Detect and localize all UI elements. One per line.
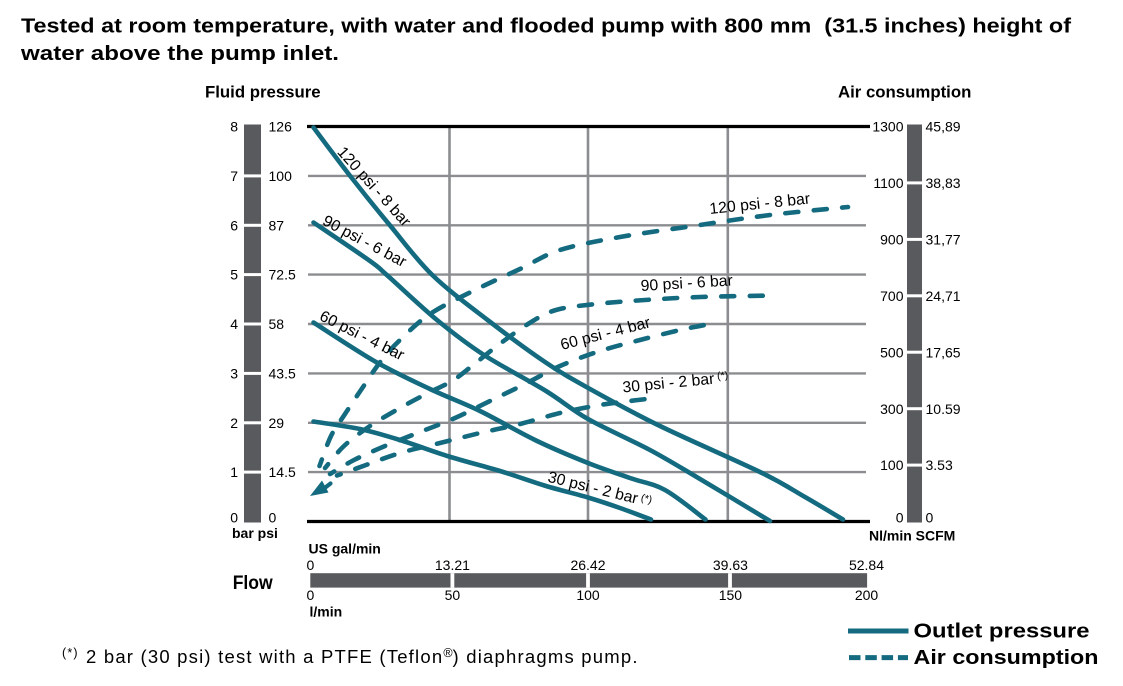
svg-text:0: 0 [896, 510, 904, 526]
svg-text:500: 500 [880, 344, 904, 360]
svg-text:45,89: 45,89 [926, 119, 961, 135]
svg-text:bar psi: bar psi [232, 525, 278, 541]
svg-text:3: 3 [230, 366, 238, 382]
svg-text:6: 6 [230, 217, 238, 233]
svg-text:900: 900 [880, 232, 904, 248]
svg-text:3.53: 3.53 [926, 457, 953, 473]
svg-text:10.59: 10.59 [926, 401, 961, 417]
svg-text:Air consumption: Air consumption [838, 82, 971, 101]
svg-text:52.84: 52.84 [849, 557, 884, 573]
svg-text:l/min: l/min [310, 604, 343, 620]
svg-text:126: 126 [269, 119, 293, 135]
svg-text:300: 300 [880, 401, 904, 417]
svg-text:100: 100 [269, 168, 293, 184]
svg-text:2: 2 [230, 415, 238, 431]
svg-text:0: 0 [307, 557, 315, 573]
svg-text:72.5: 72.5 [269, 267, 296, 283]
svg-text:14.5: 14.5 [269, 464, 296, 480]
svg-text:700: 700 [880, 288, 904, 304]
svg-text:13.21: 13.21 [435, 557, 470, 573]
svg-text:38,83: 38,83 [926, 175, 961, 191]
svg-text:58: 58 [269, 316, 285, 332]
svg-text:7: 7 [230, 168, 238, 184]
svg-text:43.5: 43.5 [269, 366, 296, 382]
svg-text:8: 8 [230, 119, 238, 135]
svg-text:water above the pump inlet.: water above the pump inlet. [20, 42, 339, 65]
svg-text:60 psi - 4 bar: 60 psi - 4 bar [559, 314, 653, 354]
svg-text:5: 5 [230, 267, 238, 283]
svg-text:26.42: 26.42 [570, 557, 605, 573]
svg-text:39.63: 39.63 [713, 557, 748, 573]
svg-text:4: 4 [230, 316, 238, 332]
svg-text:87: 87 [269, 217, 285, 233]
svg-text:31,77: 31,77 [926, 232, 961, 248]
svg-text:Flow: Flow [233, 573, 273, 594]
svg-text:0: 0 [926, 510, 934, 526]
svg-text:150: 150 [719, 587, 743, 603]
svg-text:90 psi - 6 bar: 90 psi - 6 bar [640, 272, 733, 295]
svg-text:24,71: 24,71 [926, 288, 961, 304]
svg-text:120 psi - 8 bar: 120 psi - 8 bar [334, 144, 414, 230]
svg-text:100: 100 [576, 587, 600, 603]
svg-text:17,65: 17,65 [926, 344, 961, 360]
svg-text:0: 0 [230, 510, 238, 526]
svg-text:50: 50 [445, 587, 461, 603]
svg-text:Outlet pressure: Outlet pressure [914, 620, 1090, 643]
svg-text:Air consumption: Air consumption [914, 646, 1099, 669]
svg-text:Tested at room temperature, wi: Tested at room temperature, with water a… [21, 14, 1071, 37]
svg-text:0: 0 [269, 510, 277, 526]
svg-text:1: 1 [230, 464, 238, 480]
svg-text:US gal/min: US gal/min [309, 540, 381, 556]
svg-text:100: 100 [880, 457, 904, 473]
svg-text:1100: 1100 [873, 175, 903, 191]
svg-text:(*)2 bar (30 psi) test with a: (*) 2 bar (30 psi) test with a PTFE (Tefl… [62, 646, 639, 667]
svg-text:200: 200 [855, 587, 879, 603]
svg-text:Fluid pressure: Fluid pressure [205, 82, 321, 101]
svg-text:Nl/min SCFM: Nl/min SCFM [869, 528, 955, 544]
svg-text:29: 29 [269, 415, 285, 431]
svg-text:0: 0 [307, 587, 315, 603]
svg-text:1300: 1300 [872, 119, 903, 135]
